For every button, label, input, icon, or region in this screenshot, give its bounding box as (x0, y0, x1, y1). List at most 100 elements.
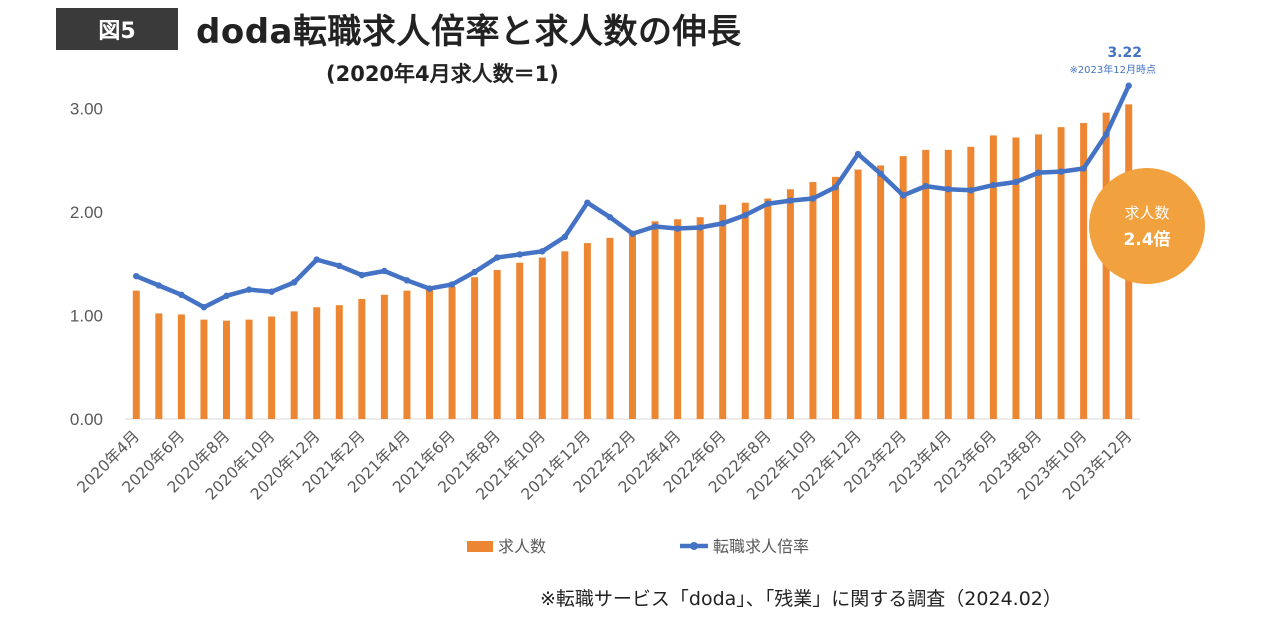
bar-job-openings (651, 221, 659, 419)
bar-job-openings (516, 262, 524, 419)
legend-label-bar: 求人数 (498, 537, 546, 556)
bar-job-openings (583, 243, 591, 419)
line-point (268, 288, 275, 295)
line-point (832, 183, 839, 191)
bar-job-openings (944, 149, 952, 419)
line-point (539, 248, 546, 255)
bar-job-openings (335, 305, 343, 419)
legend-label-line: 転職求人倍率 (713, 537, 809, 556)
bar-job-openings (764, 198, 772, 419)
line-point (742, 211, 749, 219)
bar-job-openings (606, 237, 614, 419)
line-point (245, 286, 253, 293)
line-point (922, 182, 929, 190)
bar-job-openings (809, 181, 817, 419)
bar-job-openings (223, 320, 230, 419)
line-point (178, 291, 185, 298)
bar-job-openings (358, 298, 366, 419)
bar-job-openings (899, 156, 907, 420)
line-point (854, 150, 862, 158)
line-point (448, 281, 456, 288)
line-point (290, 279, 298, 286)
line-point (696, 224, 704, 231)
bar-job-openings (313, 307, 321, 419)
line-point (899, 192, 907, 199)
chart-title: doda転職求人倍率と求人数の伸長 (196, 12, 742, 52)
bar-job-openings (1080, 122, 1088, 420)
line-point (471, 268, 478, 276)
line-point (381, 267, 388, 275)
line-point (764, 200, 772, 207)
line-point (674, 225, 681, 232)
bar-job-openings (629, 232, 636, 419)
bar-job-openings (854, 169, 862, 419)
bar-job-openings (832, 176, 839, 419)
growth-bubble (1089, 168, 1205, 284)
bar-job-openings (380, 294, 388, 419)
bar-job-openings (471, 277, 479, 419)
bar-job-openings (967, 146, 975, 420)
bubble-label: 求人数 (1124, 204, 1169, 222)
bar-job-openings (674, 219, 682, 419)
bar-job-openings (538, 257, 546, 419)
line-point (1125, 82, 1132, 89)
y-tick-label: 3.00 (70, 100, 103, 119)
line-point (809, 195, 817, 202)
line-point (516, 251, 523, 258)
line-point (945, 186, 952, 193)
line-point (629, 230, 636, 237)
bar-job-openings (132, 290, 140, 419)
line-point (651, 223, 659, 230)
bar-job-openings (177, 314, 185, 419)
legend-swatch-marker (690, 542, 698, 550)
y-tick-label: 2.00 (70, 203, 103, 222)
line-point (358, 271, 366, 279)
bar-job-openings (290, 311, 298, 419)
line-point (877, 170, 884, 177)
line-point (1057, 168, 1065, 175)
bar-job-openings (426, 289, 433, 419)
bar-job-openings (448, 286, 456, 419)
bar-job-openings (989, 135, 997, 419)
line-point (223, 292, 230, 300)
line-point (1102, 131, 1110, 138)
bar-job-openings (922, 149, 930, 419)
y-tick-label: 0.00 (70, 410, 103, 429)
figure-label-badge: 図5 (56, 8, 178, 50)
line-point (426, 285, 433, 292)
last-value-label: 3.22 (1107, 45, 1142, 61)
bar-job-openings (877, 165, 885, 419)
legend-swatch-bar (467, 541, 493, 552)
bar-job-openings (245, 319, 253, 419)
line-point (1035, 169, 1042, 176)
line-point (336, 262, 343, 270)
line-point (313, 256, 320, 263)
bar-job-openings (1035, 134, 1042, 419)
line-point (133, 272, 140, 280)
bubble-value: 2.4倍 (1123, 229, 1170, 250)
bar-job-openings (200, 319, 208, 419)
source-note: ※転職サービス「doda」、「残業」に関する調査（2024.02） (540, 588, 1062, 610)
line-point (1080, 165, 1087, 172)
line-point (990, 181, 997, 189)
line-point (493, 254, 501, 261)
bar-job-openings (561, 251, 569, 419)
line-point (606, 213, 614, 221)
bar-job-openings (493, 269, 501, 419)
bar-job-openings (741, 202, 749, 419)
bar-job-openings (786, 189, 794, 419)
bar-job-openings (403, 290, 411, 419)
line-point (787, 197, 794, 204)
bar-job-openings (155, 313, 163, 419)
bar-job-openings (719, 204, 727, 419)
line-point (403, 277, 411, 284)
line-point (719, 220, 726, 227)
bar-job-openings (268, 316, 276, 419)
line-point (1012, 178, 1020, 186)
line-point (967, 187, 975, 194)
last-value-note: ※2023年12月時点 (1069, 63, 1156, 76)
line-point (561, 233, 569, 241)
bar-job-openings (696, 217, 704, 419)
bar-job-openings (1012, 137, 1020, 420)
